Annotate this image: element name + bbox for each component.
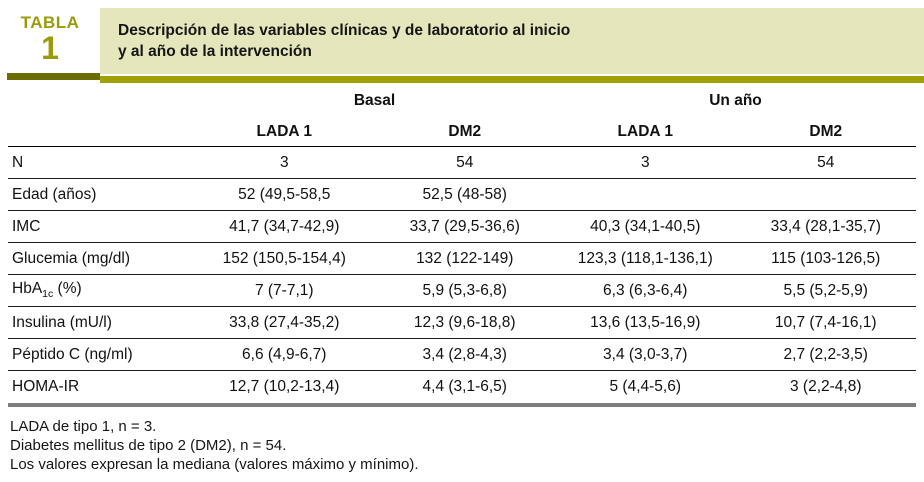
table-column-header-row: LADA 1 DM2 LADA 1 DM2: [8, 117, 916, 147]
row-value: 52 (49,5-58,5: [238, 185, 331, 203]
column-header-basal-lada1: LADA 1: [256, 122, 312, 140]
row-value: 3 (2,2-4,8): [789, 378, 862, 395]
table-title-line2: y al año de la intervención: [118, 43, 312, 60]
row-value: 5 (4,4-5,6): [609, 378, 681, 395]
table-title-line1: Descripción de las variables clínicas y …: [118, 22, 571, 39]
row-label: Insulina (mU/l): [12, 313, 112, 331]
row-value: 6,6 (4,9-6,7): [242, 345, 327, 363]
row-label: HOMA-IR: [12, 378, 80, 395]
table-row: IMC 41,7 (34,7-42,9) 33,7 (29,5-36,6) 40…: [8, 211, 916, 243]
row-value: 3: [640, 153, 650, 171]
table-header: TABLA 1 Descripción de las variables clí…: [0, 0, 924, 84]
row-value: 12,7 (10,2-13,4): [229, 378, 340, 395]
group-header-basal: Basal: [353, 91, 396, 109]
header-rule-left: [7, 73, 100, 80]
table-title: Descripción de las variables clínicas y …: [100, 8, 924, 74]
footnote-lada: LADA de tipo 1, n = 3.: [10, 418, 157, 435]
column-header-unanio-lada1: LADA 1: [617, 122, 673, 140]
row-value: 115 (103-126,5): [771, 249, 881, 267]
row-value: 33,7 (29,5-36,6): [409, 217, 520, 235]
row-value: 33,4 (28,1-35,7): [770, 217, 881, 235]
row-label: HbA1c (%): [12, 280, 82, 301]
row-value: 3,4 (3,0-3,7): [603, 345, 688, 363]
table-label-word: TABLA: [20, 13, 80, 32]
table-bottom-rule: [8, 403, 916, 407]
row-label: IMC: [12, 217, 41, 235]
row-value: 5,9 (5,3-6,8): [422, 281, 507, 299]
row-value: 54: [456, 153, 474, 171]
row-value: 7 (7-7,1): [254, 281, 314, 299]
table-row: Insulina (mU/l) 33,8 (27,4-35,2) 12,3 (9…: [8, 307, 916, 339]
footnotes: LADA de tipo 1, n = 3. Diabetes mellitus…: [10, 417, 916, 474]
row-value: 2,7 (2,2-3,5): [783, 345, 868, 363]
row-value: 33,8 (27,4-35,2): [229, 313, 340, 331]
row-label: N: [12, 153, 24, 171]
table-label-number: 1: [41, 30, 59, 66]
table-body: N 3 54 3 54 Edad (años) 52 (49,5-58,5 52…: [8, 147, 916, 403]
row-value: 10,7 (7,4-16,1): [774, 313, 877, 331]
row-value: 3,4 (2,8-4,3): [422, 345, 507, 363]
row-value: 13,6 (13,5-16,9): [590, 313, 701, 331]
row-value: 40,3 (34,1-40,5): [590, 217, 701, 235]
row-value: 6,3 (6,3-6,4): [603, 281, 688, 299]
row-value: 52,5 (48-58): [422, 185, 507, 203]
row-value: 41,7 (34,7-42,9): [229, 217, 340, 235]
row-label: Glucemia (mg/dl): [12, 249, 130, 267]
data-table: Basal Un año LADA 1 DM2 LADA 1 DM2 N 3 5…: [8, 84, 916, 403]
table-group-header-row: Basal Un año: [8, 84, 916, 117]
row-value: 152 (150,5-154,4): [222, 249, 346, 267]
row-value: 123,3 (118,1-136,1): [577, 249, 713, 267]
header-rule-right: [100, 76, 924, 83]
table-row: N 3 54 3 54: [8, 147, 916, 179]
table-row: HOMA-IR 12,7 (10,2-13,4) 4,4 (3,1-6,5) 5…: [8, 371, 916, 403]
row-value: 4,4 (3,1-6,5): [422, 378, 507, 395]
table-row: Péptido C (ng/ml) 6,6 (4,9-6,7) 3,4 (2,8…: [8, 339, 916, 371]
footnote-dm2: Diabetes mellitus de tipo 2 (DM2), n = 5…: [10, 437, 287, 454]
table-label: TABLA 1: [0, 8, 100, 66]
row-value: 5,5 (5,2-5,9): [783, 281, 868, 299]
table-row: HbA1c (%) 7 (7-7,1) 5,9 (5,3-6,8) 6,3 (6…: [8, 275, 916, 307]
table-row: Glucemia (mg/dl) 152 (150,5-154,4) 132 (…: [8, 243, 916, 275]
footnote-valores: Los valores expresan la mediana (valores…: [10, 456, 419, 473]
row-value: 12,3 (9,6-18,8): [413, 313, 516, 331]
column-header-basal-dm2: DM2: [448, 122, 482, 140]
row-value: 54: [817, 153, 835, 171]
row-label: Edad (años): [12, 185, 97, 203]
row-value: 3: [279, 153, 289, 171]
group-header-un-anio: Un año: [709, 91, 762, 109]
row-value: 132 (122-149): [416, 249, 514, 267]
row-label: Péptido C (ng/ml): [12, 345, 133, 363]
column-header-unanio-dm2: DM2: [809, 122, 843, 140]
table-row: Edad (años) 52 (49,5-58,5 52,5 (48-58): [8, 179, 916, 211]
